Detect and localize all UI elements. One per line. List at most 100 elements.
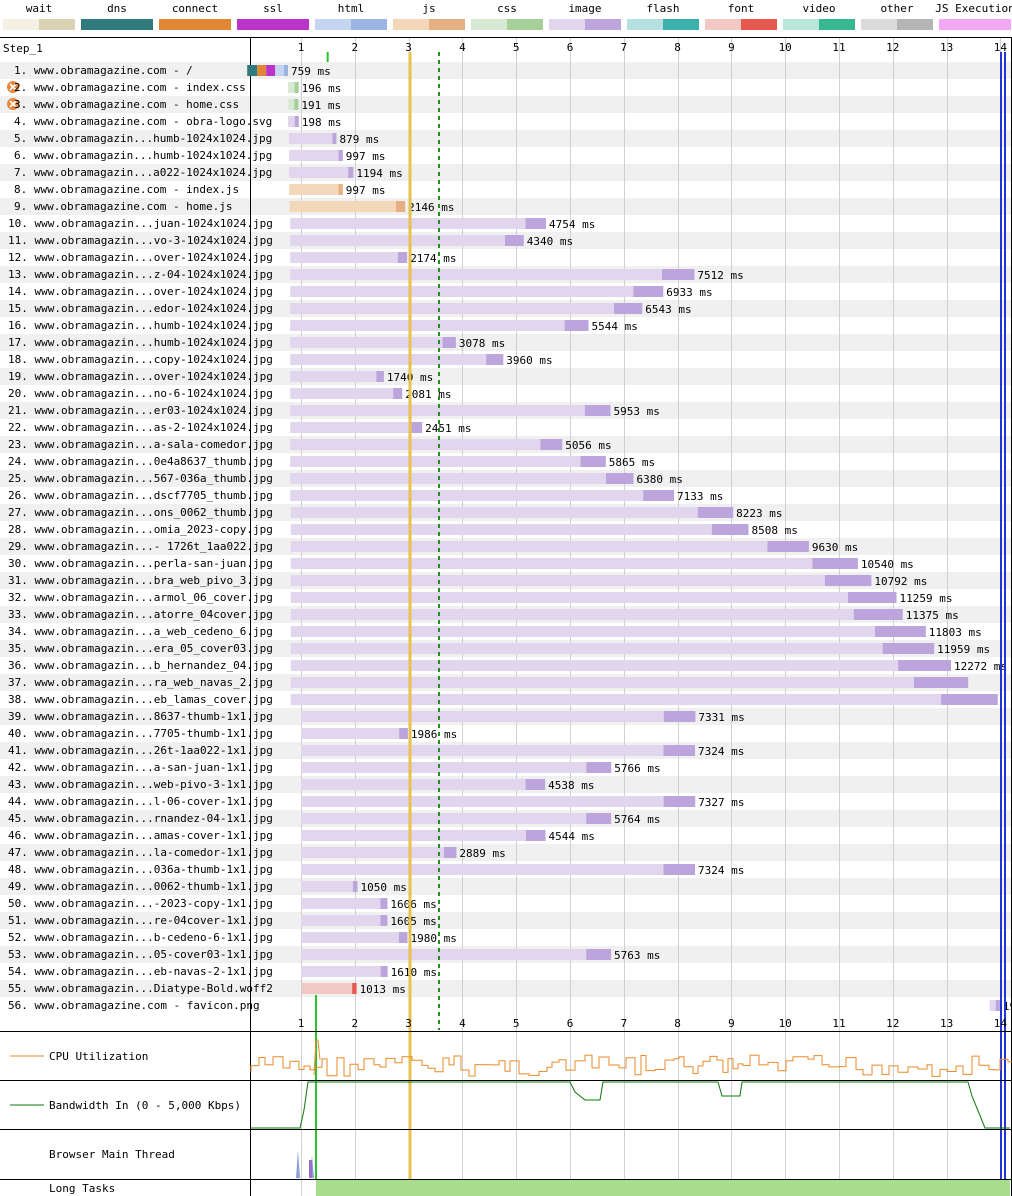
request-duration: 2451 ms (425, 422, 471, 435)
request-label: 6. www.obramagazin...humb-1024x1024.jpg (14, 149, 272, 162)
request-label: 33. www.obramagazin...atorre_04cover.jpg (8, 608, 273, 621)
request-label: 37. www.obramagazin...ra_web_navas_2.jpg (8, 676, 273, 689)
request-bar-download (697, 507, 734, 518)
request-duration: 5865 ms (609, 456, 655, 469)
request-duration: 1605 ms (390, 915, 436, 928)
step-label: Step_1 (3, 42, 43, 55)
legend-swatch-light (81, 19, 117, 30)
request-label: 17. www.obramagazin...humb-1024x1024.jpg (8, 336, 273, 349)
request-label: 32. www.obramagazin...armol_06_cover.jpg (8, 591, 273, 604)
request-duration: 5544 ms (592, 320, 638, 333)
request-label: 9. www.obramagazine.com - home.js (14, 200, 233, 213)
request-bar-download (882, 643, 935, 654)
request-bar (290, 269, 695, 280)
request-label: 46. www.obramagazin...amas-cover-1x1.jpg (8, 829, 273, 842)
request-bar-download (941, 694, 998, 705)
request-duration: 4340 ms (527, 235, 573, 248)
tick-label-top: 13 (940, 41, 953, 54)
tick-label-bottom: 7 (620, 1017, 627, 1030)
request-label: 20. www.obramagazin...no-6-1024x1024.jpg (8, 387, 273, 400)
request-bar-download (393, 388, 403, 399)
tick-label-top: 3 (405, 41, 412, 54)
request-bar (290, 422, 423, 433)
request-bar-download (580, 456, 606, 467)
request-bar (290, 643, 935, 654)
request-label: 30. www.obramagazin...perla-san-juan.jpg (8, 557, 273, 570)
request-duration: 1013 ms (360, 983, 406, 996)
row-stripe (0, 130, 1011, 147)
request-bar (301, 711, 696, 722)
legend-label: html (338, 2, 365, 15)
request-bar (290, 507, 734, 518)
long-task-block (316, 1180, 1010, 1196)
request-bar (290, 558, 858, 569)
legend-swatch-dark (117, 19, 153, 30)
request-bar-download (294, 82, 299, 93)
row-stripe (0, 912, 1011, 929)
request-duration: 11375 ms (906, 609, 959, 622)
row-stripe (0, 980, 1011, 997)
request-bar-download (767, 541, 809, 552)
request-bar-download (633, 286, 664, 297)
legend: wait dns connect ssl html js css image flash font… (3, 2, 1012, 30)
ssl-segment (266, 65, 276, 76)
request-label: 25. www.obramagazin...567-036a_thumb.jpg (8, 472, 273, 485)
cpu-peak (313, 1039, 321, 1076)
request-bar (301, 898, 388, 909)
request-duration: 2174 ms (410, 252, 456, 265)
request-bar-download (540, 439, 563, 450)
request-label: 56. www.obramagazine.com - favicon.png (8, 999, 260, 1012)
legend-label: other (880, 2, 913, 15)
request-label: 23. www.obramagazin...a-sala-comedor.jpg (8, 438, 273, 451)
legend-swatch-light (783, 19, 819, 30)
request-label: 21. www.obramagazin...er03-1024x1024.jpg (8, 404, 273, 417)
request-duration: 1610 ms (391, 966, 437, 979)
request-bar-download (380, 898, 388, 909)
request-bar-download (584, 405, 611, 416)
request-bar (289, 201, 406, 212)
request-label: 34. www.obramagazin...a_web_cedeno_6.jpg (8, 625, 273, 638)
request-bar-download (294, 116, 299, 127)
request-labels: 1. www.obramagazine.com - / 2. www.obrama… (7, 64, 273, 1012)
request-bar-download (443, 847, 457, 858)
request-duration: 190 ms (1003, 1000, 1012, 1013)
row-stripe (0, 368, 1011, 385)
legend-swatch-dark (897, 19, 933, 30)
request-duration: 12272 ms (954, 660, 1007, 673)
request-bar-download (525, 779, 546, 790)
request-bar (290, 252, 408, 263)
request-duration: 1986 ms (411, 728, 457, 741)
request-bar-download (338, 150, 343, 161)
request-duration: 7512 ms (697, 269, 743, 282)
request-label: 27. www.obramagazin...ons_0062_thumb.jpg (8, 506, 273, 519)
request-bar (289, 150, 343, 161)
request-bar-download (352, 983, 357, 994)
request-bar-download (643, 490, 674, 501)
request-bar (290, 439, 563, 450)
request-bar (290, 660, 952, 671)
legend-swatch-dark (39, 19, 75, 30)
request-duration: 11959 ms (937, 643, 990, 656)
request-bar-download (711, 524, 749, 535)
long-tasks-label: Long Tasks (49, 1182, 115, 1195)
request-bar-download (380, 966, 388, 977)
row-stripes (0, 62, 1011, 997)
request-label: 18. www.obramagazin...copy-1024x1024.jpg (8, 353, 273, 366)
request-duration: 5766 ms (614, 762, 660, 775)
request-label: 14. www.obramagazin...over-1024x1024.jpg (8, 285, 273, 298)
request-bar-download (399, 932, 408, 943)
request-bar-download (505, 235, 524, 246)
request-label: 45. www.obramagazin...rnandez-04-1x1.jpg (8, 812, 273, 825)
legend-swatch-light (315, 19, 351, 30)
request-bar (301, 779, 546, 790)
request-bar (301, 932, 408, 943)
request-bar-download (376, 371, 384, 382)
request-bar-download (525, 830, 546, 841)
request-label: 5. www.obramagazin...humb-1024x1024.jpg (14, 132, 272, 145)
request-label: 43. www.obramagazin...web-pivo-3-1x1.jpg (8, 778, 273, 791)
legend-label: image (568, 2, 601, 15)
request-label: 51. www.obramagazin...re-04cover-1x1.jpg (8, 914, 273, 927)
legend-swatch-light (471, 19, 507, 30)
legend-swatch-dark (819, 19, 855, 30)
request-bar-download (338, 184, 343, 195)
